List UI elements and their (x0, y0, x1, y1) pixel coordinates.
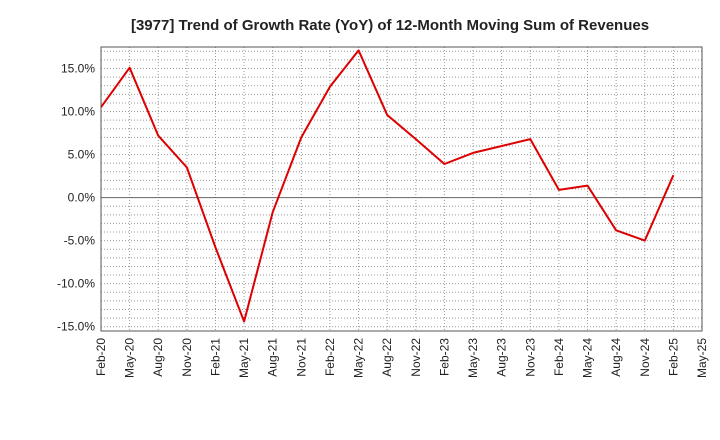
x-tick-label: Aug-21 (266, 338, 280, 377)
x-tick-label: May-22 (352, 338, 366, 378)
x-tick-label: Aug-24 (609, 338, 623, 377)
y-tick-label: -10.0% (57, 277, 95, 291)
x-tick-label: May-25 (695, 338, 709, 378)
x-tick-label: Feb-22 (323, 338, 337, 376)
chart-title: [3977] Trend of Growth Rate (YoY) of 12-… (131, 17, 649, 34)
x-tick-label: Feb-23 (437, 338, 451, 376)
series-line (100, 49, 675, 323)
y-tick-label: 5.0% (68, 148, 96, 162)
x-tick-label: Nov-24 (638, 338, 652, 377)
x-tick-label: Aug-23 (495, 338, 509, 377)
x-tick-label: Aug-20 (151, 338, 165, 377)
plot-frame (100, 46, 703, 332)
x-tick-label: Feb-21 (208, 338, 222, 376)
x-tick-label: Nov-23 (523, 338, 537, 377)
y-tick-label: -5.0% (64, 234, 96, 248)
y-axis: 15.0% 10.0% 5.0% 0.0% -5.0% -10.0% -15.0% (57, 62, 95, 334)
x-tick-label: Nov-20 (180, 338, 194, 377)
x-tick-label: May-21 (237, 338, 251, 378)
x-tick-label: Nov-21 (294, 338, 308, 377)
y-tick-label: 10.0% (61, 105, 95, 119)
x-tick-label: May-23 (466, 338, 480, 378)
x-tick-label: Feb-25 (666, 338, 680, 376)
y-tick-label: 0.0% (68, 191, 96, 205)
y-tick-label: -15.0% (57, 320, 95, 334)
x-tick-label: May-24 (581, 338, 595, 378)
x-tick-label: Aug-22 (380, 338, 394, 377)
grid-lines (101, 47, 702, 331)
y-tick-label: 15.0% (61, 62, 95, 76)
x-tick-label: Nov-22 (409, 338, 423, 377)
x-tick-label: Feb-24 (552, 338, 566, 376)
x-tick-label: May-20 (123, 338, 137, 378)
series-group (100, 49, 675, 323)
x-tick-label: Feb-20 (94, 338, 108, 376)
x-axis: Feb-20 May-20 Aug-20 Nov-20 Feb-21 May-21 Aug-… (94, 338, 709, 378)
